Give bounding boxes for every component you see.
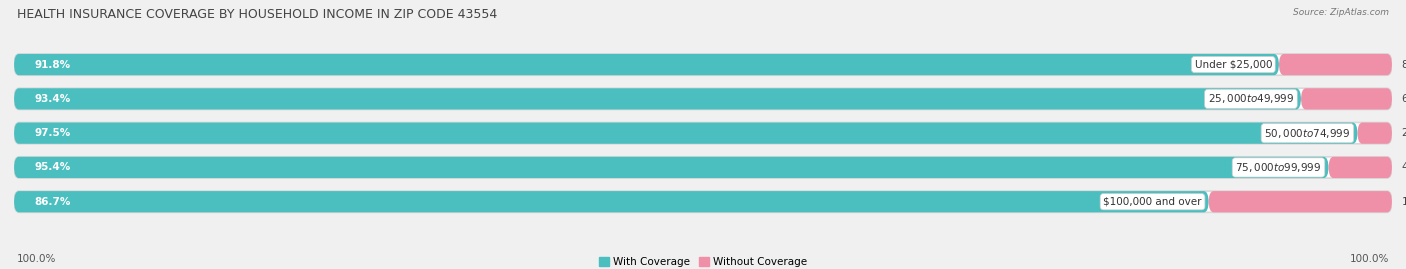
- FancyBboxPatch shape: [1301, 88, 1392, 109]
- FancyBboxPatch shape: [14, 122, 1358, 144]
- Text: 93.4%: 93.4%: [35, 94, 70, 104]
- FancyBboxPatch shape: [14, 122, 1392, 144]
- FancyBboxPatch shape: [14, 54, 1279, 75]
- FancyBboxPatch shape: [1209, 191, 1392, 212]
- FancyBboxPatch shape: [14, 191, 1392, 212]
- Text: 13.3%: 13.3%: [1402, 197, 1406, 207]
- FancyBboxPatch shape: [1279, 54, 1392, 75]
- FancyBboxPatch shape: [14, 88, 1392, 109]
- Text: $75,000 to $99,999: $75,000 to $99,999: [1236, 161, 1322, 174]
- FancyBboxPatch shape: [14, 157, 1329, 178]
- Text: 2.5%: 2.5%: [1402, 128, 1406, 138]
- FancyBboxPatch shape: [14, 191, 1209, 212]
- FancyBboxPatch shape: [14, 88, 1301, 109]
- Text: $100,000 and over: $100,000 and over: [1104, 197, 1202, 207]
- Text: $25,000 to $49,999: $25,000 to $49,999: [1208, 92, 1294, 105]
- Text: 8.2%: 8.2%: [1402, 60, 1406, 70]
- Text: $50,000 to $74,999: $50,000 to $74,999: [1264, 127, 1351, 140]
- Text: 6.6%: 6.6%: [1402, 94, 1406, 104]
- Text: 100.0%: 100.0%: [1350, 254, 1389, 264]
- FancyBboxPatch shape: [14, 157, 1392, 178]
- Text: 4.6%: 4.6%: [1402, 162, 1406, 172]
- Text: 100.0%: 100.0%: [17, 254, 56, 264]
- Text: 91.8%: 91.8%: [35, 60, 70, 70]
- Text: HEALTH INSURANCE COVERAGE BY HOUSEHOLD INCOME IN ZIP CODE 43554: HEALTH INSURANCE COVERAGE BY HOUSEHOLD I…: [17, 8, 498, 21]
- Legend: With Coverage, Without Coverage: With Coverage, Without Coverage: [595, 253, 811, 269]
- Text: Source: ZipAtlas.com: Source: ZipAtlas.com: [1294, 8, 1389, 17]
- Text: 97.5%: 97.5%: [35, 128, 70, 138]
- Text: Under $25,000: Under $25,000: [1195, 60, 1272, 70]
- FancyBboxPatch shape: [14, 54, 1392, 75]
- Text: 86.7%: 86.7%: [35, 197, 72, 207]
- Text: 95.4%: 95.4%: [35, 162, 70, 172]
- FancyBboxPatch shape: [1329, 157, 1392, 178]
- FancyBboxPatch shape: [1358, 122, 1392, 144]
